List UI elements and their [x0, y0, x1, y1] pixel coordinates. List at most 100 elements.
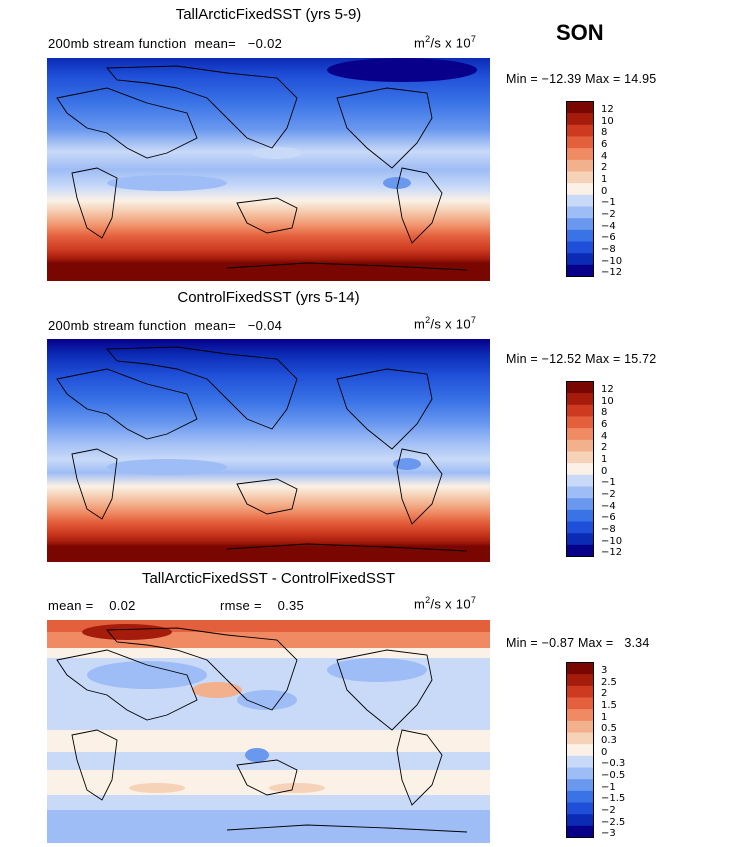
panel1-polar-minimum [327, 58, 477, 82]
colorbar-swatch [566, 124, 594, 137]
panel1-max-value: 14.95 [624, 72, 657, 86]
panel1-light-patch [252, 147, 302, 159]
colorbar-swatch [566, 253, 594, 266]
panel2-min-label: Min = [506, 352, 538, 366]
panel1-field [47, 58, 490, 281]
panel1-variable: 200mb stream function mean= −0.02 [48, 36, 282, 51]
colorbar-swatch [566, 790, 594, 803]
colorbar-swatch [566, 194, 594, 207]
panel3-arctic-max [82, 624, 172, 640]
colorbar-tick-label: −8 [601, 523, 616, 535]
panel1-units-base: m [414, 35, 426, 51]
panel1-min-value: −12.39 [541, 72, 582, 86]
panel2-mean-label: mean= [194, 318, 236, 333]
panel3-title: TallArcticFixedSST - ControlFixedSST [141, 570, 396, 587]
colorbar-tick-label: 1 [601, 173, 608, 185]
colorbar-swatch [566, 206, 594, 219]
colorbar-tick-label: 6 [601, 138, 608, 150]
colorbar-tick-label: 0.3 [601, 734, 617, 746]
colorbar-tick-label: −6 [601, 512, 616, 524]
panel3-rmse-label: rmse = [220, 598, 262, 613]
panel1-tropical-trough [107, 175, 227, 191]
panel2-variable: 200mb stream function mean= −0.04 [48, 318, 282, 333]
colorbar-swatch [566, 381, 594, 394]
panel3-rmse-value: 0.35 [277, 598, 305, 613]
panel3-pos-south-2 [269, 783, 325, 793]
panel3-units-sup: 2 [425, 595, 431, 605]
colorbar-swatch [566, 685, 594, 698]
panel2-trough-america [393, 458, 421, 470]
panel3-units-base: m [414, 596, 426, 612]
panel1-map [47, 58, 490, 281]
panel2-max-value: 15.72 [624, 352, 657, 366]
panel2-units-mid: /s x 10 [430, 316, 471, 332]
colorbar-swatch [566, 744, 594, 757]
colorbar-swatch [566, 674, 594, 687]
colorbar-tick-label: −1 [601, 197, 616, 209]
colorbar-swatch [566, 229, 594, 242]
colorbar-tick-label: 12 [601, 383, 614, 395]
colorbar-tick-label: −12 [601, 547, 623, 559]
colorbar-tick-label: 10 [601, 395, 614, 407]
panel3-neg-2 [327, 658, 427, 682]
colorbar-swatch [566, 802, 594, 815]
panel2-tropical-trough [107, 459, 227, 475]
colorbar-tick-label: −4 [601, 500, 616, 512]
panel3-colorbar-swatches [566, 662, 594, 838]
colorbar-tick-label: −10 [601, 535, 623, 547]
colorbar-swatch [566, 767, 594, 780]
panel2-min-value: −12.52 [541, 352, 582, 366]
colorbar-tick-label: 2 [601, 688, 608, 700]
colorbar-tick-label: −4 [601, 220, 616, 232]
colorbar-swatch [566, 101, 594, 114]
panel1-title: TallArcticFixedSST (yrs 5-9) [175, 6, 362, 23]
panel2-minmax: Min = −12.52 Max = 15.72 [506, 352, 656, 366]
panel3-pos-asia [192, 682, 242, 698]
panel2-variable-name: 200mb stream function [48, 318, 187, 333]
colorbar-tick-label: 8 [601, 407, 608, 419]
colorbar-tick-label: −2 [601, 804, 616, 816]
colorbar-swatch [566, 732, 594, 745]
panel2-colorbar-frame [566, 381, 594, 557]
panel3-units: m2/s x 107 [414, 595, 476, 611]
panel3-pos-south-1 [129, 783, 185, 793]
colorbar-swatch [566, 825, 594, 838]
colorbar-swatch [566, 264, 594, 277]
colorbar-tick-label: −8 [601, 243, 616, 255]
colorbar-swatch [566, 720, 594, 733]
colorbar-swatch [566, 148, 594, 161]
panel3-coastlines [56, 627, 468, 833]
colorbar-tick-label: 8 [601, 127, 608, 139]
panel1-variable-name: 200mb stream function [48, 36, 187, 51]
colorbar-tick-label: 4 [601, 430, 608, 442]
colorbar-tick-label: 2 [601, 442, 608, 454]
colorbar-swatch [566, 183, 594, 196]
panel2-units: m2/s x 107 [414, 315, 476, 331]
colorbar-swatch [566, 779, 594, 792]
panel1-colorbar-svg [566, 101, 594, 277]
colorbar-swatch [566, 113, 594, 126]
colorbar-swatch [566, 662, 594, 675]
colorbar-swatch [566, 498, 594, 511]
panel3-neg-small [245, 748, 269, 762]
colorbar-swatch [566, 439, 594, 452]
panel2-title: ControlFixedSST (yrs 5-14) [177, 289, 360, 306]
colorbar-swatch [566, 509, 594, 522]
colorbar-tick-label: −2 [601, 488, 616, 500]
panel3-minmax: Min = −0.87 Max = 3.34 [506, 636, 650, 650]
panel1-coastlines [56, 65, 468, 271]
colorbar-tick-label: 0.5 [601, 723, 617, 735]
colorbar-swatch [566, 393, 594, 406]
colorbar-swatch [566, 474, 594, 487]
panel3-max-label: Max = [577, 636, 614, 650]
panel1-units-sup: 2 [425, 34, 431, 44]
colorbar-swatch [566, 241, 594, 254]
colorbar-swatch [566, 136, 594, 149]
colorbar-tick-label: 0 [601, 185, 608, 197]
colorbar-swatch [566, 218, 594, 231]
panel2-mean-value: −0.04 [247, 318, 283, 333]
colorbar-swatch [566, 709, 594, 722]
panel1-mean-value: −0.02 [247, 36, 283, 51]
colorbar-tick-label: 10 [601, 115, 614, 127]
panel3-mean-value: 0.02 [109, 598, 136, 613]
